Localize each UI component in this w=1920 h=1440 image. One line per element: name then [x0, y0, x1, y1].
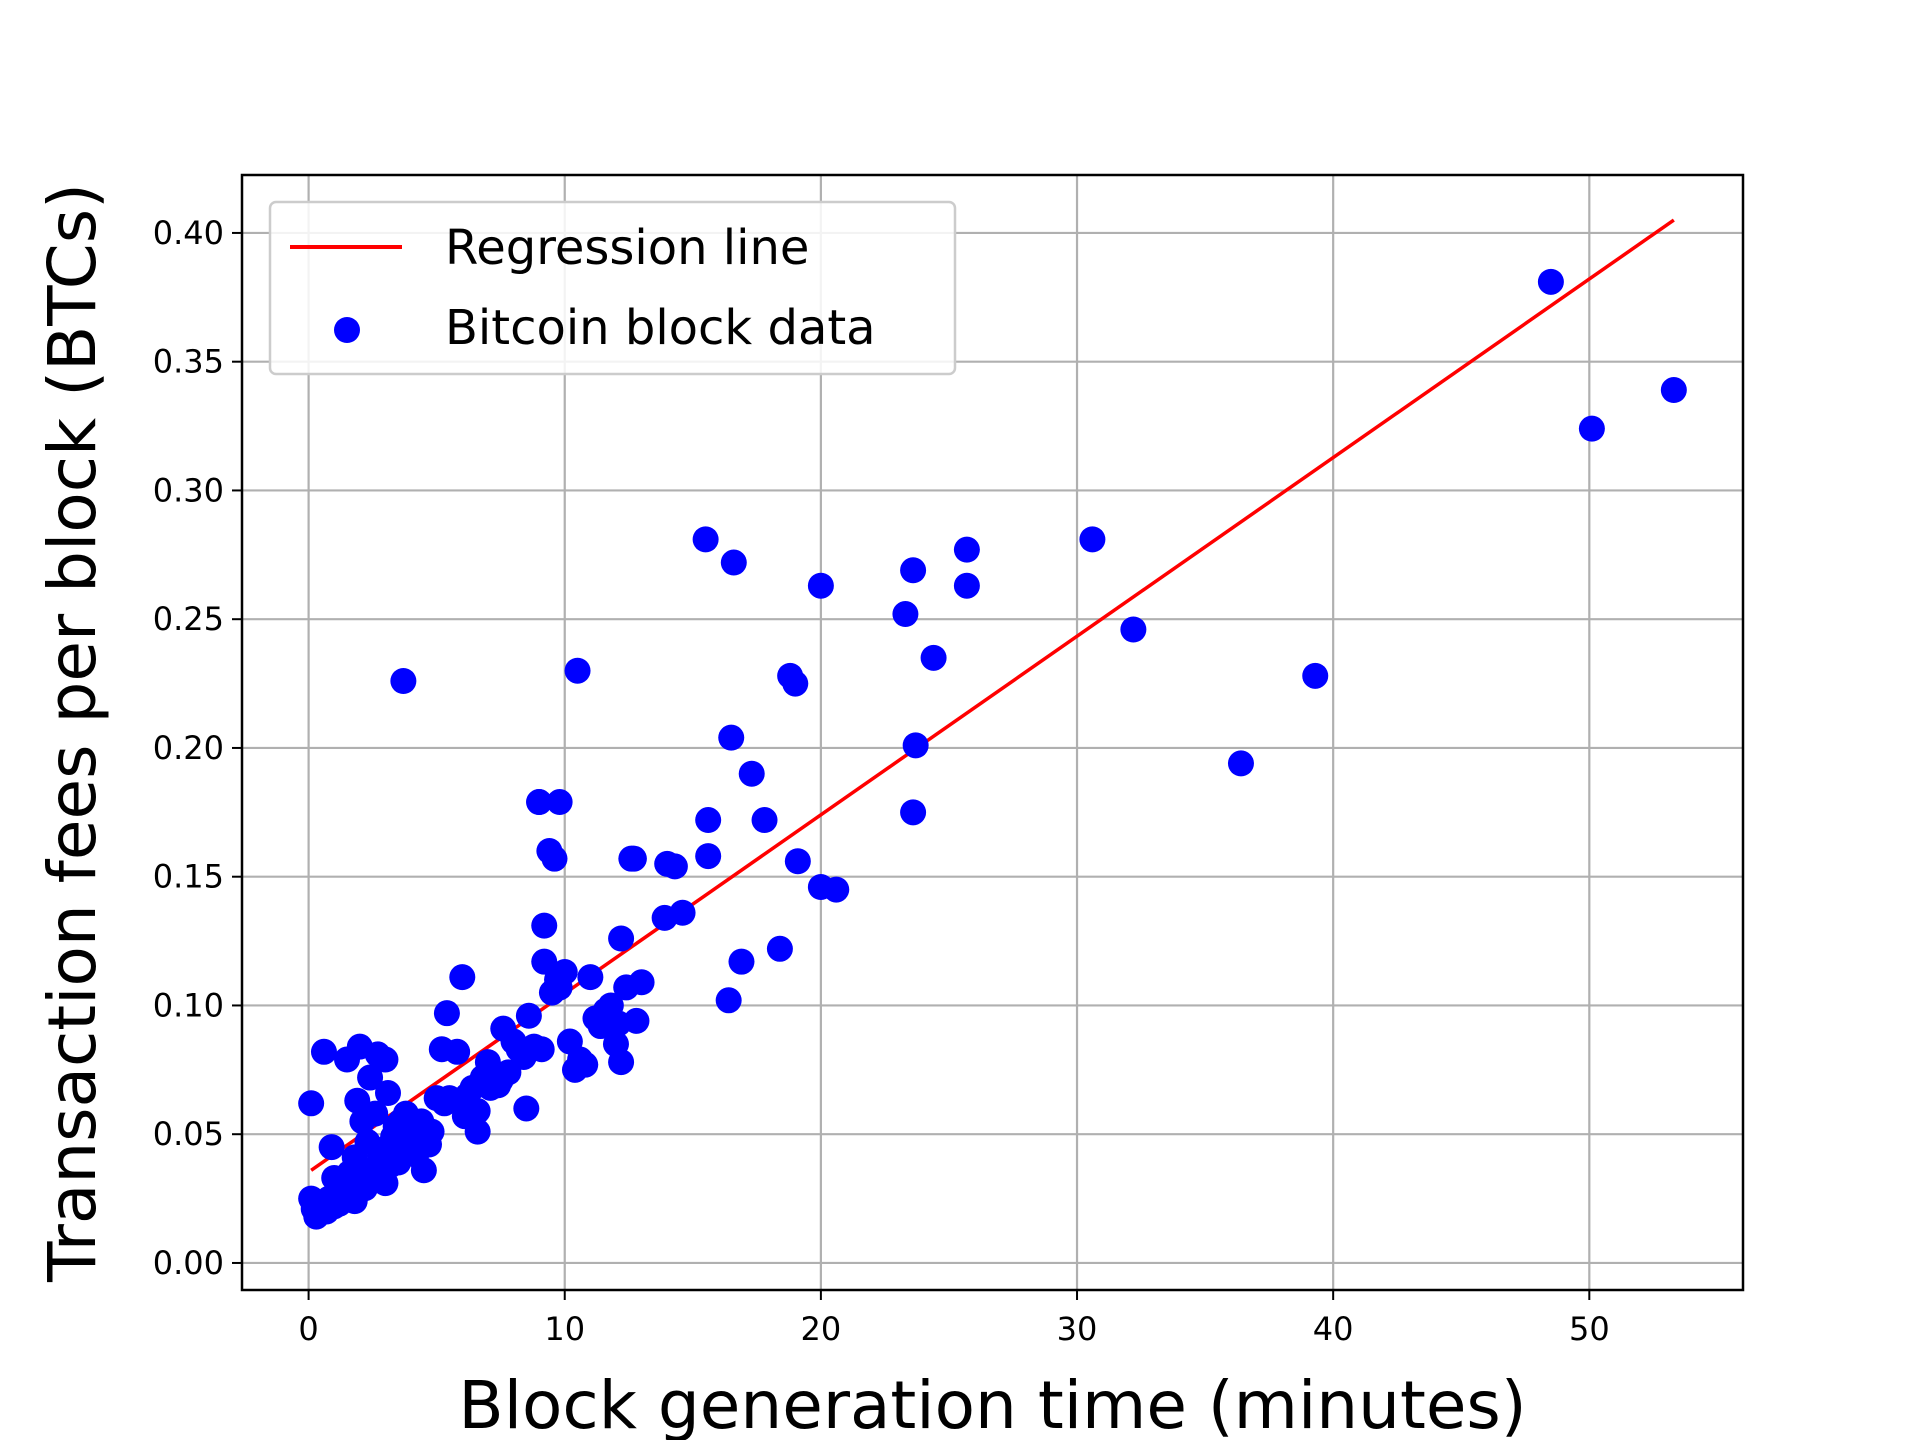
- data-point: [1578, 415, 1605, 442]
- y-tick-label: 0.10: [153, 986, 224, 1024]
- data-point: [433, 1000, 460, 1027]
- x-tick-label: 50: [1569, 1310, 1610, 1348]
- data-point: [766, 935, 793, 962]
- y-tick-label: 0.05: [153, 1115, 224, 1153]
- legend-data-marker-swatch: [334, 317, 360, 343]
- data-point: [546, 789, 573, 816]
- data-point: [718, 724, 745, 751]
- data-point: [620, 845, 647, 872]
- data-point: [444, 1038, 471, 1065]
- data-point: [318, 1134, 345, 1161]
- data-point: [372, 1170, 399, 1197]
- data-point: [577, 964, 604, 991]
- axis-ticks: 0 10 20 30 40 50 0.00 0.05 0.10 0.15 0.20 0.25 0.30 0…: [153, 214, 1610, 1348]
- data-point: [920, 644, 947, 671]
- x-axis-title: Block generation time (minutes): [458, 1367, 1526, 1440]
- data-point: [531, 912, 558, 939]
- data-point: [487, 1067, 514, 1094]
- data-point: [564, 657, 591, 684]
- x-tick-label: 0: [298, 1310, 318, 1348]
- data-point: [541, 845, 568, 872]
- data-point: [1537, 268, 1564, 295]
- data-point: [298, 1090, 325, 1117]
- data-point: [738, 760, 765, 787]
- data-point: [459, 1098, 486, 1125]
- plot-frame: [240, 173, 1745, 1292]
- y-tick-label: 0.25: [153, 600, 224, 638]
- x-tick-label: 30: [1057, 1310, 1098, 1348]
- data-point: [902, 732, 929, 759]
- data-point: [692, 526, 719, 553]
- data-point: [892, 601, 919, 628]
- data-point: [807, 572, 834, 599]
- data-point: [544, 966, 571, 993]
- y-tick-label: 0.15: [153, 858, 224, 896]
- data-point: [357, 1064, 384, 1091]
- data-point: [526, 789, 553, 816]
- data-point: [572, 1051, 599, 1078]
- x-tick-label: 10: [544, 1310, 585, 1348]
- data-point: [728, 948, 755, 975]
- data-point: [782, 670, 809, 697]
- data-point: [449, 964, 476, 991]
- data-point: [1227, 750, 1254, 777]
- data-point: [751, 807, 778, 834]
- data-point: [367, 1141, 394, 1168]
- data-point: [608, 925, 635, 952]
- data-point: [513, 1095, 540, 1122]
- grid: [242, 175, 1743, 1290]
- data-point: [331, 1177, 358, 1204]
- scatter-points-layer: [298, 268, 1687, 1230]
- data-point: [464, 1118, 491, 1145]
- data-point: [900, 557, 927, 584]
- data-point: [410, 1157, 437, 1184]
- data-point: [953, 536, 980, 563]
- data-point: [431, 1090, 458, 1117]
- data-point: [405, 1126, 432, 1153]
- y-tick-label: 0.00: [153, 1244, 224, 1282]
- legend-box: [268, 200, 957, 376]
- data-point: [720, 549, 747, 576]
- data-point: [515, 1002, 542, 1029]
- data-point: [900, 799, 927, 826]
- data-point: [390, 667, 417, 694]
- legend-label-regression-line: Regression line: [445, 220, 809, 276]
- data-point: [1660, 377, 1687, 404]
- data-point: [344, 1087, 371, 1114]
- data-point: [953, 572, 980, 599]
- data-point: [1120, 616, 1147, 643]
- data-point: [310, 1038, 337, 1065]
- y-tick-label: 0.30: [153, 471, 224, 509]
- data-point: [608, 1049, 635, 1076]
- data-point: [628, 969, 655, 996]
- data-point: [605, 1010, 632, 1037]
- data-point: [1302, 662, 1329, 689]
- x-tick-label: 40: [1313, 1310, 1354, 1348]
- data-point: [375, 1080, 402, 1107]
- data-point: [1079, 526, 1106, 553]
- data-point: [715, 987, 742, 1014]
- y-tick-label: 0.20: [153, 729, 224, 767]
- data-point: [528, 1036, 555, 1063]
- data-point: [372, 1046, 399, 1073]
- data-point: [531, 948, 558, 975]
- data-point: [362, 1100, 389, 1127]
- x-tick-label: 20: [801, 1310, 842, 1348]
- y-tick-label: 0.35: [153, 343, 224, 381]
- data-point: [695, 807, 722, 834]
- y-axis-title: Transaction fees per block (BTCs): [34, 183, 111, 1283]
- data-point: [669, 899, 696, 926]
- legend: Regression line Bitcoin block data: [268, 200, 957, 376]
- legend-label-bitcoin-block-data: Bitcoin block data: [445, 300, 876, 356]
- data-point: [784, 848, 811, 875]
- y-tick-label: 0.40: [153, 214, 224, 252]
- data-point: [823, 876, 850, 903]
- data-point: [695, 843, 722, 870]
- data-point: [661, 853, 688, 880]
